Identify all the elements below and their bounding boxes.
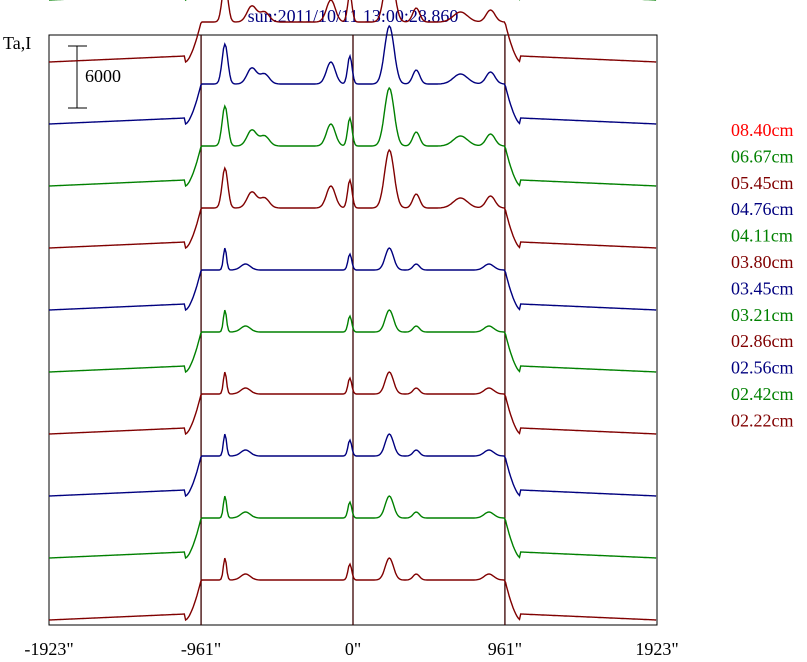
scale-bar: 6000 [68, 45, 121, 109]
scale-bar-label: 6000 [85, 66, 121, 86]
legend: 08.40cm 06.67cm 05.45cm 04.76cm 04.11cm 03.80… [731, 120, 794, 430]
series-line-02.42cm [48, 495, 657, 560]
legend-entry: 06.67cm [731, 146, 794, 166]
series-line-04.11cm [48, 86, 657, 188]
series-layer [48, 0, 657, 622]
legend-entry: 08.40cm [731, 120, 794, 140]
series-line-04.76cm [48, 24, 657, 126]
x-tick-label: -1923" [24, 639, 73, 659]
x-tick-label: 1923" [635, 639, 678, 659]
series-line-02.86cm [48, 371, 657, 436]
legend-entry: 02.22cm [731, 410, 794, 430]
series-line-05.45cm [48, 0, 657, 64]
legend-entry: 03.80cm [731, 252, 794, 272]
series-line-02.56cm [48, 433, 657, 498]
vertical-reference-lines [200, 35, 506, 625]
x-tick-label: 961" [488, 639, 522, 659]
series-line-03.45cm [48, 247, 657, 312]
y-axis-label: Ta,I [3, 33, 31, 53]
x-tick-label: -961" [181, 639, 221, 659]
x-tick-label: 0" [345, 639, 361, 659]
legend-entry: 02.56cm [731, 358, 794, 378]
legend-entry: 04.11cm [731, 226, 793, 246]
legend-entry: 02.86cm [731, 331, 794, 351]
legend-entry: 03.21cm [731, 305, 794, 325]
legend-entry: 04.76cm [731, 199, 794, 219]
legend-entry: 02.42cm [731, 384, 794, 404]
legend-entry: 03.45cm [731, 278, 794, 298]
x-tick-labels: -1923" -961" 0" 961" 1923" [24, 639, 678, 659]
series-line-03.21cm [48, 309, 657, 374]
series-line-02.22cm [48, 557, 657, 622]
legend-entry: 05.45cm [731, 173, 794, 193]
series-line-03.80cm [48, 148, 657, 250]
